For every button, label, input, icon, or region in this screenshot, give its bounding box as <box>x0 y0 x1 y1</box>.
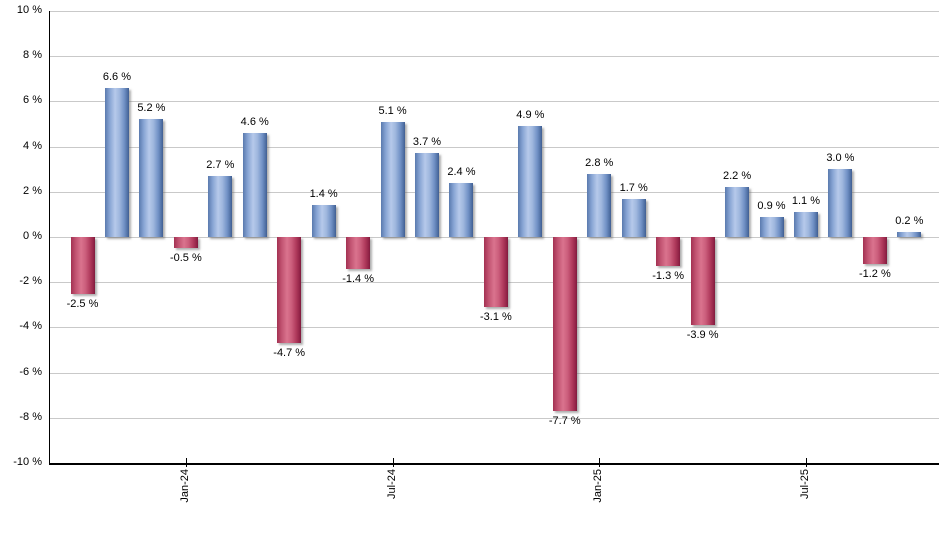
bar-positive <box>242 133 267 237</box>
bar-negative <box>690 237 715 326</box>
bar-value-label: 4.9 % <box>516 109 545 122</box>
gridline <box>50 191 939 193</box>
bar-positive <box>311 205 336 237</box>
gridline <box>50 372 939 374</box>
bar-positive <box>725 187 750 237</box>
bar-positive <box>621 198 646 237</box>
y-axis-tick-label: -4 % <box>19 320 42 333</box>
bar-negative <box>277 237 302 344</box>
bar-value-label: 2.4 % <box>447 165 476 178</box>
bar-positive <box>759 216 784 237</box>
x-axis-tick-label: Jan-24 <box>178 469 191 503</box>
x-axis-tick-label: Jan-25 <box>592 469 605 503</box>
bar-positive <box>518 126 543 237</box>
y-axis-tick-label: 10 % <box>16 4 42 16</box>
x-axis-tick-mark <box>805 458 807 467</box>
y-axis-tick-label: 0 % <box>23 230 42 242</box>
bar-negative <box>862 237 887 265</box>
bar-value-label: 1.1 % <box>791 195 820 208</box>
bar-value-label: 1.4 % <box>309 188 338 201</box>
bar-value-label: -1.3 % <box>652 270 685 283</box>
y-axis-tick-label: 4 % <box>23 139 42 152</box>
bar-value-label: -3.1 % <box>479 311 512 324</box>
bar-value-label: -3.9 % <box>686 329 719 342</box>
x-axis-tick-mark <box>185 458 187 467</box>
bar-value-label: 3.7 % <box>412 136 442 149</box>
bar-value-label: -2.5 % <box>66 297 99 310</box>
y-axis-tick-label: 2 % <box>23 184 42 197</box>
y-axis-tick-label: 6 % <box>23 94 42 107</box>
bar-value-label: 6.6 % <box>102 70 131 83</box>
gridline <box>50 417 939 419</box>
y-axis-tick-label: 8 % <box>23 49 42 62</box>
bar-value-label: -7.7 % <box>548 415 581 428</box>
bar-value-label: 5.2 % <box>137 102 166 115</box>
x-axis-tick-label: Jul-24 <box>385 469 398 499</box>
gridline <box>50 327 939 329</box>
bar-value-label: 5.1 % <box>378 104 407 117</box>
bar-positive <box>415 153 439 237</box>
bar-value-label: 1.7 % <box>619 181 648 194</box>
bar-positive <box>449 182 474 237</box>
gridline <box>50 56 939 58</box>
bar-value-label: 0.9 % <box>757 199 786 212</box>
y-axis-tick-label: -8 % <box>19 410 42 423</box>
bar-value-label: -4.7 % <box>273 347 306 360</box>
bar-value-label: 0.2 % <box>895 215 924 228</box>
bar-positive <box>587 173 612 237</box>
bar-negative <box>70 237 95 294</box>
bar-value-label: 2.2 % <box>722 170 752 183</box>
bar-negative <box>173 237 198 249</box>
bar-negative <box>346 237 371 269</box>
bar-negative <box>552 237 577 412</box>
bar-value-label: -1.2 % <box>858 268 891 281</box>
bar-negative <box>483 237 508 308</box>
bar-positive <box>897 232 922 237</box>
gridline <box>50 11 939 12</box>
y-axis-tick-label: -10 % <box>13 456 42 468</box>
y-axis-tick-label: -2 % <box>19 275 42 288</box>
x-axis-tick-mark <box>392 458 394 467</box>
bar-positive <box>104 87 129 237</box>
plot-area: -2.5 % 6.6 % 5.2 % -0.5 % 2.7 % 4.6 % -4.7 % 1.… <box>49 11 939 465</box>
x-axis-tick-label: Jul-25 <box>798 469 811 499</box>
y-axis-tick-label: -6 % <box>19 365 42 378</box>
bar-value-label: -1.4 % <box>342 272 374 285</box>
bar-value-label: 3.0 % <box>826 152 855 165</box>
bar-value-label: -0.5 % <box>169 252 202 265</box>
bar-value-label: 2.7 % <box>206 158 235 171</box>
bar-positive <box>380 121 405 237</box>
bar-value-label: 4.6 % <box>240 116 269 129</box>
bar-positive <box>139 119 164 237</box>
bar-negative <box>656 237 681 267</box>
gridline <box>50 146 939 148</box>
bar-positive <box>793 212 818 237</box>
bar-positive <box>208 175 233 237</box>
bar-positive <box>828 169 853 237</box>
gridline <box>50 101 939 103</box>
bar-value-label: 2.8 % <box>585 156 614 169</box>
x-axis-tick-mark <box>599 458 601 467</box>
